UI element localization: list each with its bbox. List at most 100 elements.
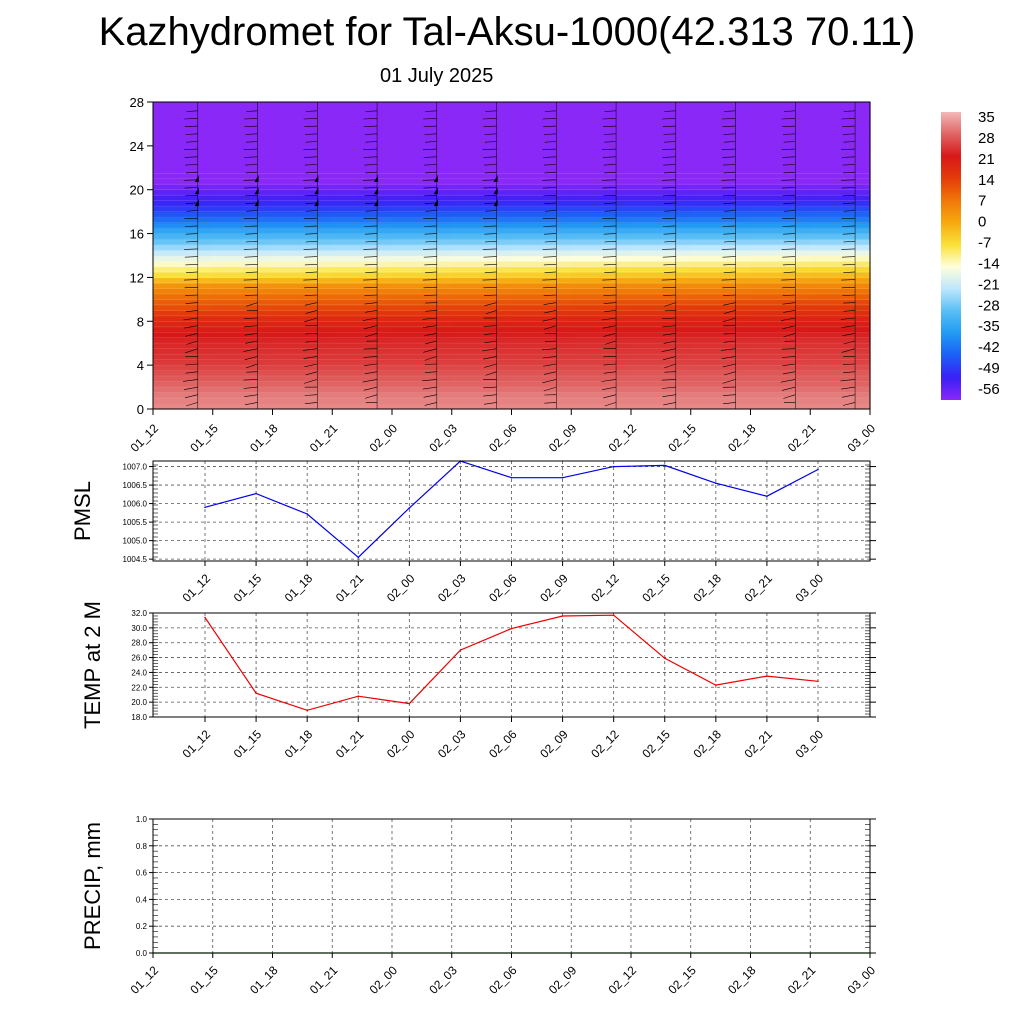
section-cell <box>451 326 483 333</box>
section-cell <box>750 376 781 383</box>
section-cell <box>153 102 184 109</box>
wind-barb <box>843 141 856 143</box>
section-cell <box>541 271 572 279</box>
section-cell <box>840 332 871 339</box>
section-cell <box>541 321 572 328</box>
section-cell <box>690 118 722 125</box>
pmsl-xtick-label: 01_15 <box>231 571 265 605</box>
section-cell <box>690 123 722 131</box>
section-cell <box>451 189 483 196</box>
section-cell <box>780 178 811 185</box>
wind-barb <box>723 271 736 273</box>
section-cell <box>272 282 303 289</box>
temp-2m-xtick-label: 02_15 <box>639 727 673 761</box>
section-cell <box>631 370 662 377</box>
section-cell <box>272 266 303 273</box>
section-cell <box>720 244 752 251</box>
section-cell <box>631 326 662 333</box>
section-cell <box>153 162 184 169</box>
wind-barb <box>305 340 318 343</box>
section-cell <box>601 195 632 202</box>
section-cell <box>571 118 602 125</box>
temp-2m-point <box>510 627 513 630</box>
section-cell <box>720 222 752 229</box>
wind-barb <box>843 240 856 243</box>
wind-barb <box>363 363 378 366</box>
section-cell <box>392 140 423 147</box>
section-cell <box>511 403 542 410</box>
section-cell <box>272 222 303 229</box>
wind-barb <box>602 179 617 181</box>
wind-barb <box>663 264 676 266</box>
wind-barb <box>243 348 258 352</box>
wind-barb <box>185 164 198 166</box>
pmsl-xtick-label: 01_18 <box>282 571 316 605</box>
wind-barb <box>723 302 736 306</box>
section-cell <box>750 140 781 147</box>
section-cell <box>421 266 453 273</box>
section-cell <box>780 293 811 300</box>
wind-barb <box>604 240 617 243</box>
section-cell <box>451 282 483 289</box>
section-cell <box>601 271 632 279</box>
section-cell <box>421 195 453 202</box>
section-cell <box>451 123 483 131</box>
section-cell <box>571 354 602 361</box>
wind-barb <box>246 210 258 212</box>
section-cell <box>840 217 871 224</box>
wind-barb <box>783 310 796 313</box>
temp-2m-xtick-label: 02_03 <box>435 727 469 761</box>
section-cell <box>780 376 811 383</box>
wind-barb <box>782 302 796 305</box>
precip-xtick-label: 01_18 <box>247 963 281 997</box>
section-cell <box>511 112 542 120</box>
section-cell <box>631 233 662 240</box>
section-cell <box>631 151 662 158</box>
wind-barb <box>305 371 318 376</box>
section-cell <box>541 365 572 372</box>
section-cell <box>272 398 303 405</box>
temp-2m-ytick-label: 22.0 <box>131 683 147 692</box>
section-cell <box>421 321 453 328</box>
wind-barb <box>362 317 378 321</box>
temp-2m-xtick-label: 01_15 <box>231 727 265 761</box>
section-cell <box>780 189 811 196</box>
section-cell <box>780 370 811 377</box>
section-cell <box>302 239 333 246</box>
section-cell <box>153 211 184 218</box>
wind-barb <box>304 256 318 258</box>
section-cell <box>690 403 722 410</box>
section-cell <box>571 244 602 251</box>
section-cell <box>212 173 244 180</box>
section-cell <box>272 195 303 202</box>
section-cell <box>302 282 333 289</box>
section-cell <box>511 376 542 383</box>
section-cell <box>481 112 513 120</box>
section-cell <box>392 184 423 191</box>
section-cell <box>212 277 244 284</box>
section-cell <box>660 178 692 185</box>
section-cell <box>242 217 274 224</box>
section-cell <box>362 299 393 306</box>
section-cell <box>720 107 752 114</box>
section-cell <box>212 222 244 229</box>
wind-barb <box>782 164 796 166</box>
colorbar-label: 7 <box>978 193 986 210</box>
section-cell <box>511 123 542 131</box>
pmsl-ytick-label: 1007.0 <box>123 463 148 472</box>
section-cell <box>780 348 811 355</box>
section-cell <box>631 107 662 114</box>
section-cell <box>720 299 752 306</box>
section-cell <box>421 123 453 131</box>
wind-barb <box>424 202 437 204</box>
section-cell <box>571 178 602 185</box>
section-cell <box>302 387 333 394</box>
section-cell <box>153 200 184 207</box>
section-cell <box>392 167 423 174</box>
section-cell <box>212 195 244 202</box>
colorbar-label: -14 <box>978 255 1000 272</box>
section-cell <box>242 260 274 268</box>
section-cell <box>332 107 363 114</box>
section-cell <box>511 288 542 295</box>
section-cell <box>631 381 662 388</box>
